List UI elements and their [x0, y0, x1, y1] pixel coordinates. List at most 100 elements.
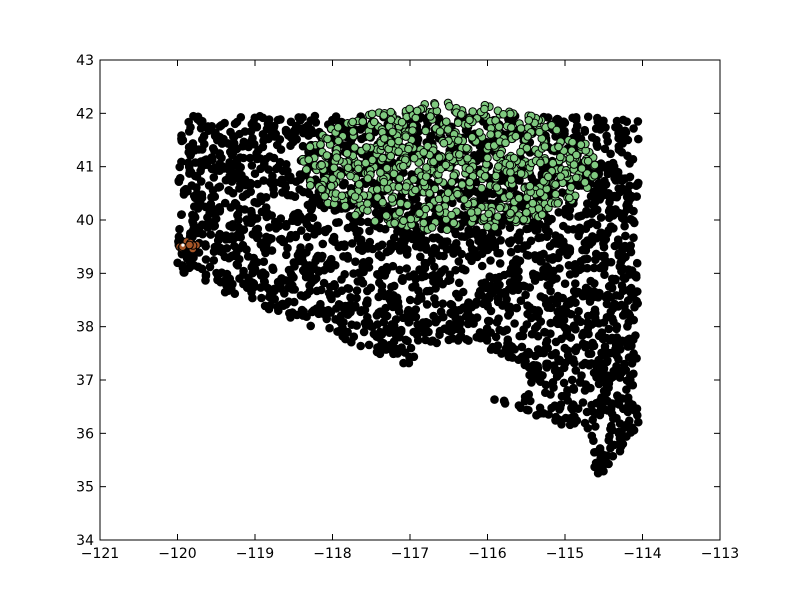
point-series-0	[588, 232, 597, 241]
point-series-0	[190, 213, 200, 222]
point-series-0	[263, 119, 273, 129]
point-series-0	[400, 348, 410, 357]
point-series-0	[492, 277, 502, 286]
point-series-0	[206, 199, 216, 209]
point-series-0	[592, 140, 602, 150]
point-series-0	[380, 224, 390, 234]
point-series-0	[464, 336, 473, 345]
point-series-0	[252, 122, 262, 132]
point-series-0	[611, 340, 621, 350]
point-series-0	[315, 306, 324, 315]
point-series-0	[620, 302, 629, 311]
point-series-0	[332, 289, 342, 298]
point-series-0	[548, 255, 557, 264]
point-series-0	[624, 265, 633, 274]
point-series-0	[629, 335, 638, 345]
point-series-0	[303, 200, 313, 210]
point-series-0	[326, 308, 336, 317]
point-series-0	[242, 283, 252, 293]
point-series-0	[193, 262, 203, 272]
point-series-0	[200, 139, 209, 149]
point-series-0	[566, 309, 576, 319]
point-series-0	[632, 354, 641, 363]
point-series-0	[228, 235, 238, 244]
point-series-0	[597, 262, 607, 272]
point-series-0	[198, 229, 207, 239]
point-series-0	[614, 184, 624, 193]
point-series-1	[528, 198, 538, 208]
point-series-0	[373, 210, 383, 219]
point-series-0	[254, 230, 263, 240]
point-series-0	[575, 223, 585, 233]
point-series-1	[336, 171, 346, 180]
point-series-0	[407, 312, 416, 322]
point-series-0	[608, 314, 617, 323]
point-series-1	[334, 136, 343, 146]
point-series-0	[286, 133, 296, 142]
point-series-0	[587, 341, 597, 351]
point-series-0	[318, 251, 327, 261]
point-series-0	[352, 293, 361, 303]
point-series-0	[609, 165, 619, 174]
point-series-0	[247, 211, 257, 220]
point-series-0	[245, 181, 255, 191]
point-series-1	[419, 148, 429, 157]
point-series-0	[296, 291, 306, 300]
point-series-1	[386, 138, 396, 148]
point-series-0	[558, 305, 567, 314]
point-series-0	[206, 230, 215, 239]
point-series-0	[627, 193, 636, 203]
point-series-0	[325, 323, 334, 333]
point-series-0	[490, 242, 500, 252]
point-series-1	[507, 123, 516, 132]
ticks-layer: −121 −120 −119 −118 −117 −116 −115 −114 −113 34 35…	[76, 53, 739, 562]
point-series-0	[287, 284, 297, 293]
y-tick-label: 42	[76, 106, 94, 122]
point-series-1	[480, 104, 489, 114]
point-series-1	[415, 208, 424, 218]
point-series-1	[443, 188, 453, 197]
point-series-0	[513, 285, 523, 295]
point-series-0	[612, 291, 621, 300]
point-series-0	[351, 257, 360, 267]
point-series-0	[592, 220, 602, 230]
point-series-0	[612, 324, 621, 334]
point-series-0	[420, 260, 430, 270]
point-highlight	[181, 243, 185, 247]
point-series-0	[614, 123, 623, 132]
point-series-0	[394, 307, 404, 316]
point-series-0	[438, 299, 448, 309]
point-series-1	[495, 203, 505, 213]
point-series-1	[386, 107, 396, 117]
y-tick-label: 40	[76, 213, 94, 229]
point-series-0	[240, 127, 250, 136]
point-series-1	[346, 171, 355, 181]
point-series-1	[453, 189, 462, 199]
point-series-0	[592, 398, 601, 408]
point-series-0	[286, 117, 296, 127]
point-series-0	[217, 247, 227, 257]
point-series-0	[403, 336, 412, 346]
point-series-0	[174, 176, 183, 186]
point-series-0	[340, 178, 349, 188]
point-series-0	[475, 286, 485, 296]
point-series-0	[374, 308, 383, 318]
point-series-0	[397, 236, 406, 246]
point-series-0	[605, 204, 615, 214]
point-series-0	[382, 262, 392, 272]
point-series-0	[178, 135, 188, 145]
point-series-0	[587, 359, 596, 368]
point-series-0	[185, 166, 195, 175]
point-series-0	[299, 187, 308, 197]
point-series-0	[285, 309, 294, 318]
point-series-0	[430, 294, 439, 303]
point-series-0	[395, 265, 405, 275]
point-series-0	[258, 268, 268, 277]
point-series-0	[385, 328, 394, 338]
point-series-1	[412, 106, 422, 116]
point-series-0	[535, 370, 544, 379]
point-series-0	[201, 255, 211, 264]
point-series-0	[450, 305, 460, 315]
point-series-0	[222, 269, 232, 279]
point-series-0	[175, 162, 184, 172]
